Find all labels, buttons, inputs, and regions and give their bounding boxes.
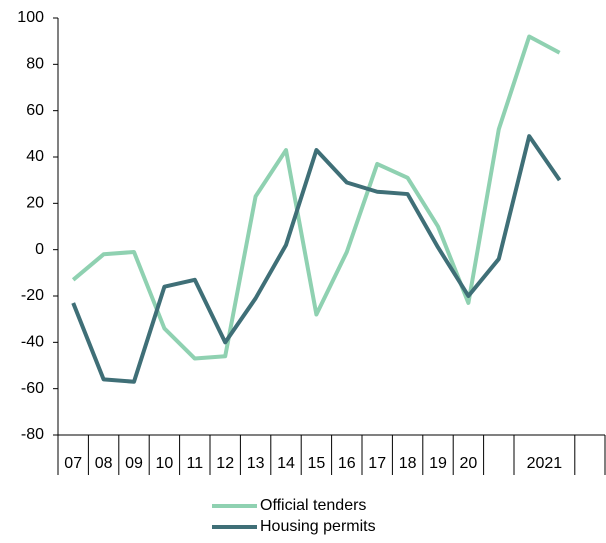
y-tick-label: 80 <box>26 56 44 73</box>
y-tick-label: -20 <box>21 287 44 304</box>
x-tick-label: 14 <box>277 455 295 472</box>
x-tick-label: 18 <box>399 455 417 472</box>
x-tick-label: 10 <box>156 455 174 472</box>
y-tick-label: -60 <box>21 380 44 397</box>
x-tick-label: 11 <box>186 455 203 472</box>
x-tick-label: 07 <box>64 455 82 472</box>
x-tick-label: 2021 <box>527 455 563 472</box>
legend-label: Official tenders <box>260 497 366 514</box>
x-tick-label: 15 <box>308 455 326 472</box>
line <box>71 134 562 384</box>
y-tick-label: 0 <box>35 241 44 258</box>
y-tick-label: 20 <box>26 195 44 212</box>
x-tick-label: 09 <box>125 455 143 472</box>
line <box>71 34 561 361</box>
x-tick-label: 19 <box>429 455 447 472</box>
y-tick-label: 100 <box>17 9 44 26</box>
legend-label: Housing permits <box>260 518 376 535</box>
x-tick-label: 12 <box>216 455 234 472</box>
x-tick-label: 20 <box>460 455 478 472</box>
x-tick-label: 16 <box>338 455 356 472</box>
x-tick-label: 08 <box>95 455 113 472</box>
y-tick-label: -40 <box>21 334 44 351</box>
y-tick-label: -80 <box>21 426 44 443</box>
y-tick-label: 60 <box>26 102 44 119</box>
y-tick-label: 40 <box>26 148 44 165</box>
x-tick-label: 17 <box>368 455 386 472</box>
x-tick-label: 13 <box>247 455 265 472</box>
